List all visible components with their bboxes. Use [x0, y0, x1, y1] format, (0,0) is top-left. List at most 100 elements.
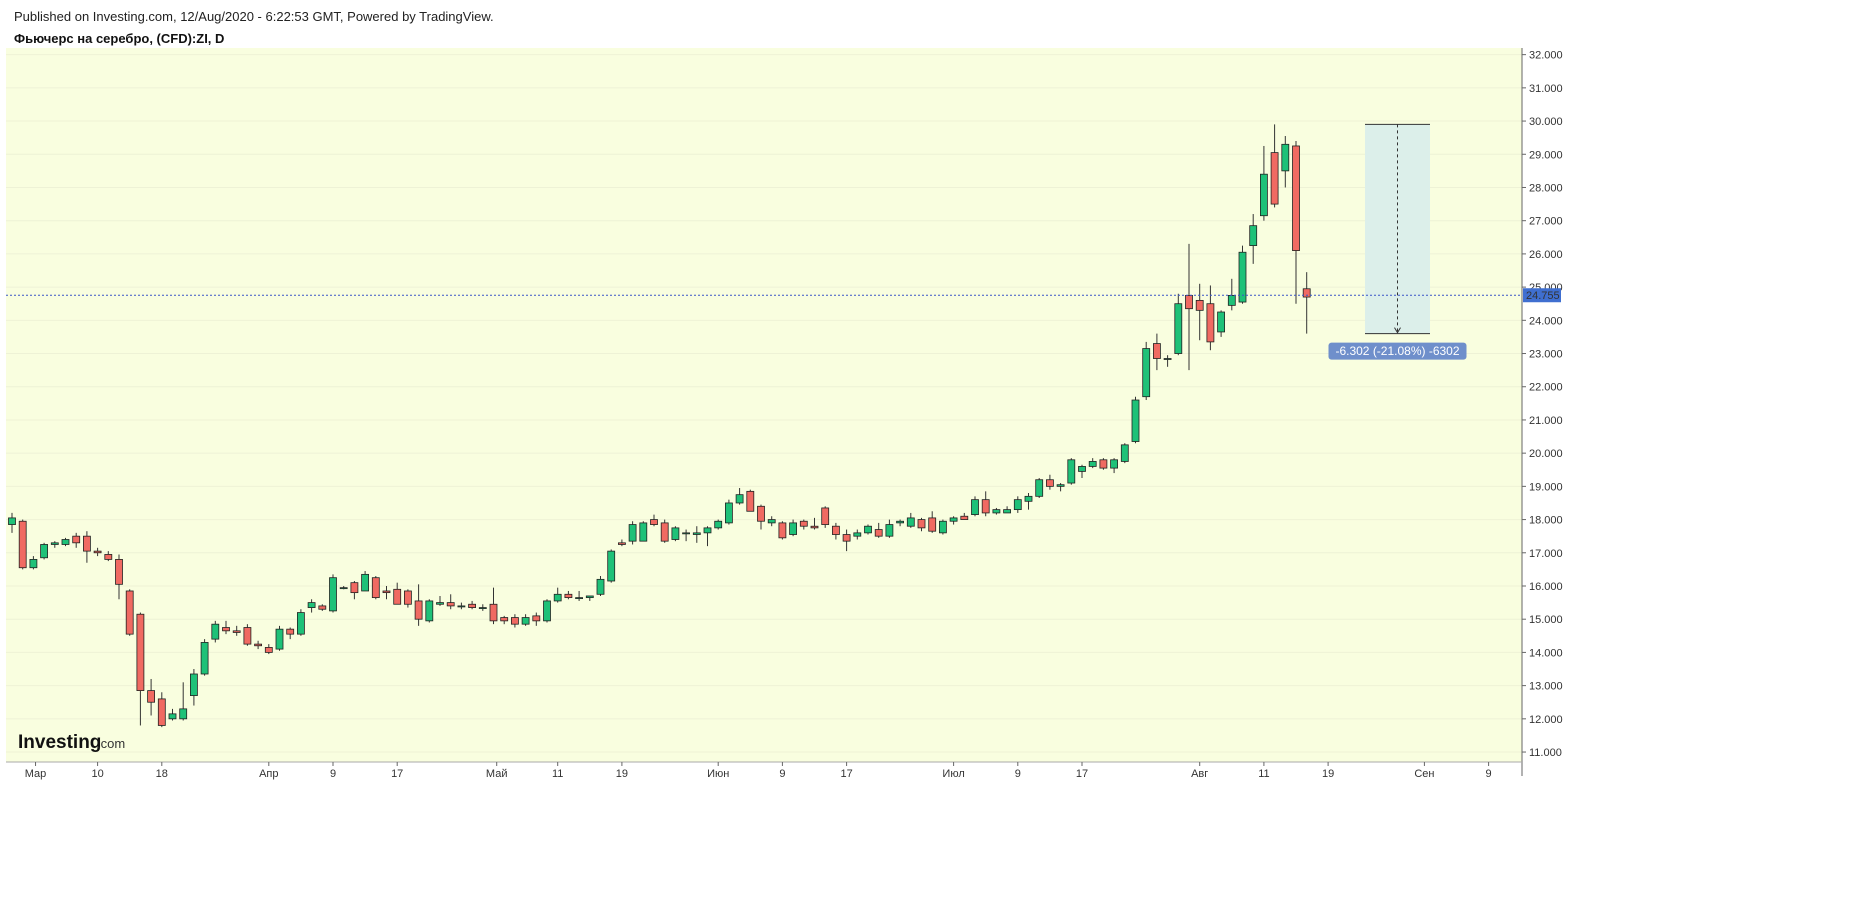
candle-body — [1056, 484, 1065, 487]
candle-up — [949, 516, 958, 525]
candle-down — [468, 600, 477, 610]
investing-logo: Investing .com — [18, 732, 125, 753]
candle-down — [1046, 474, 1054, 490]
candle-up — [1249, 214, 1258, 264]
candle-body — [264, 647, 273, 653]
candle-down — [1270, 124, 1279, 208]
candle-down — [104, 551, 113, 562]
candle-up — [971, 496, 979, 517]
candle-up — [200, 639, 209, 676]
candle-body — [339, 587, 348, 590]
candle-body — [960, 515, 969, 520]
candle-body — [1185, 295, 1193, 310]
candle-body — [1003, 509, 1011, 514]
candle-body — [446, 602, 455, 607]
y-tick-label: 12.000 — [1529, 714, 1563, 726]
candle-body — [72, 535, 81, 544]
candle-body — [61, 539, 70, 545]
candle-up — [596, 576, 605, 596]
candle-down — [660, 519, 669, 543]
candle-down — [18, 519, 27, 570]
x-tick-label: Авг — [1191, 768, 1208, 780]
candle-down — [489, 587, 498, 625]
candle-down — [746, 489, 755, 512]
candle-down — [1302, 272, 1311, 334]
candle-body — [200, 642, 209, 675]
candle-down — [403, 589, 412, 608]
candle-up — [1163, 355, 1172, 367]
candle-down — [821, 506, 830, 528]
candle-down — [1153, 333, 1161, 371]
x-tick-label: 11 — [1258, 768, 1269, 780]
plot-area[interactable] — [6, 48, 1522, 762]
candle-up — [682, 529, 690, 542]
candle-body — [1046, 479, 1054, 487]
y-tick-label: 11.000 — [1529, 747, 1562, 759]
candle-down — [446, 594, 455, 610]
x-tick-label: Июн — [707, 768, 729, 780]
candle-body — [179, 708, 188, 720]
x-tick-label: 9 — [330, 768, 336, 780]
candle-up — [179, 682, 188, 721]
candle-up — [906, 512, 915, 528]
candle-body — [992, 509, 1001, 514]
candle-up — [1142, 341, 1151, 401]
x-tick-label: 11 — [552, 768, 563, 780]
candle-up — [896, 519, 904, 527]
candle-body — [757, 505, 765, 522]
candle-body — [318, 605, 327, 610]
candle-up — [714, 519, 723, 530]
candle-up — [168, 708, 177, 721]
candle-up — [864, 524, 872, 535]
candle-up — [671, 526, 680, 542]
candle-body — [585, 595, 594, 599]
candle-up — [1120, 443, 1129, 464]
candle-up — [275, 625, 284, 651]
candle-body — [682, 532, 690, 535]
candle-up — [40, 542, 48, 560]
candle-body — [18, 520, 27, 569]
candle-body — [1088, 461, 1097, 467]
candle-body — [575, 597, 583, 600]
candle-body — [799, 520, 808, 527]
candle-down — [757, 504, 765, 530]
candle-up — [885, 519, 894, 538]
candle-up — [1035, 478, 1044, 498]
x-tick-label: Апр — [259, 768, 278, 780]
candle-up — [1078, 464, 1086, 479]
candle-up — [628, 521, 637, 545]
candle-up — [189, 669, 198, 706]
candle-body — [832, 525, 840, 535]
candle-up — [457, 602, 466, 610]
candle-up — [992, 507, 1001, 515]
candle-body — [436, 602, 444, 605]
candle-body — [371, 577, 380, 599]
candle-up — [339, 585, 348, 590]
candle-body — [618, 542, 626, 545]
candle-body — [50, 542, 59, 545]
candle-up — [1013, 496, 1022, 513]
candle-up — [329, 574, 337, 613]
candle-up — [735, 488, 744, 505]
candle-body — [1131, 399, 1140, 442]
candle-body — [296, 612, 305, 635]
candle-body — [939, 520, 947, 534]
candle-body — [543, 600, 551, 622]
y-tick-label: 14.000 — [1529, 647, 1563, 659]
candle-body — [125, 590, 134, 635]
candle-down — [1099, 458, 1108, 470]
candle-up — [1174, 293, 1183, 356]
price-range-measure[interactable]: -6.302 (-21.08%) -6302 — [1328, 123, 1467, 360]
logo-suffix: .com — [97, 736, 125, 751]
candle-down — [83, 531, 91, 563]
candle-up — [50, 541, 59, 548]
candle-body — [40, 544, 48, 559]
candle-down — [264, 644, 273, 655]
candle-up — [361, 571, 370, 592]
measure-label: -6.302 (-21.08%) -6302 — [1335, 344, 1459, 358]
candle-body — [478, 607, 487, 609]
candle-body — [1035, 479, 1044, 497]
candle-up — [1067, 458, 1076, 485]
candle-up — [1260, 145, 1268, 221]
